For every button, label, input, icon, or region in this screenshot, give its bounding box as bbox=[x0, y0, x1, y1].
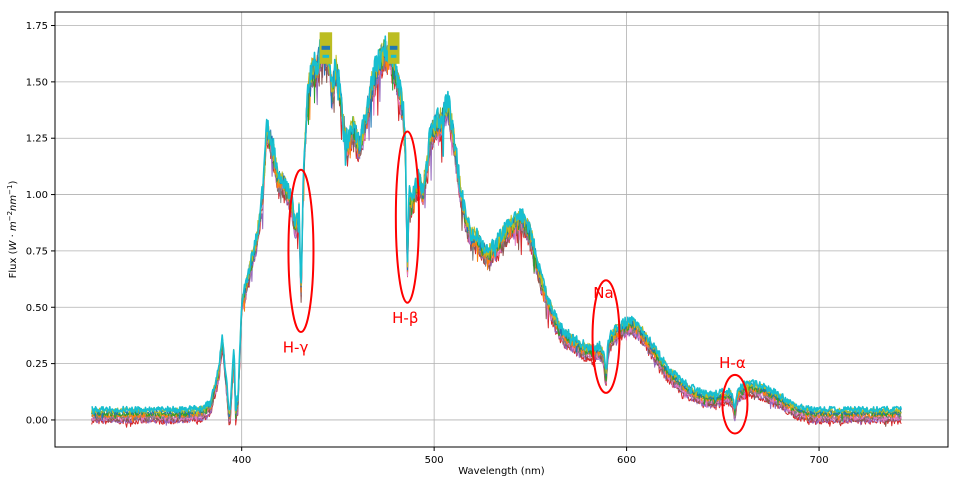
y-axis-label-m-exponent: −2 bbox=[6, 211, 14, 221]
saturated-peak-band bbox=[390, 54, 397, 58]
saturated-peak-band bbox=[389, 45, 398, 50]
y-tick-label: 0.50 bbox=[26, 303, 48, 314]
spectrum-series bbox=[91, 32, 902, 428]
y-axis-label-unit-nm: nm bbox=[8, 195, 19, 211]
y-axis-label-prefix: Flux ( bbox=[8, 250, 19, 278]
y-tick-label: 1.25 bbox=[26, 134, 48, 145]
y-tick-label: 0.25 bbox=[26, 359, 48, 370]
y-axis-label-dot: · bbox=[8, 231, 19, 241]
saturated-peak-band bbox=[321, 45, 331, 50]
y-axis-ticks: 0.00 0.25 0.50 0.75 1.00 1.25 1.50 1.75 bbox=[26, 21, 55, 426]
y-axis-label-unit-m: m bbox=[8, 221, 19, 231]
y-axis-label-suffix: ) bbox=[8, 181, 19, 185]
annotation-ellipse bbox=[721, 373, 749, 435]
annotation-label: H-γ bbox=[283, 338, 309, 356]
x-tick-label: 500 bbox=[425, 455, 444, 466]
y-axis-label-unit-w: W bbox=[8, 239, 19, 250]
y-axis-label-nm-exponent: −1 bbox=[6, 185, 14, 195]
annotation-label: H-β bbox=[392, 309, 418, 327]
y-tick-label: 1.50 bbox=[26, 77, 48, 88]
annotation-ellipse bbox=[394, 130, 420, 304]
saturated-peak-band bbox=[322, 54, 330, 58]
y-tick-label: 0.75 bbox=[26, 246, 48, 257]
spectrum-line bbox=[91, 32, 902, 415]
x-axis-ticks: 400 500 600 700 bbox=[232, 447, 829, 466]
plot-frame bbox=[54, 11, 949, 448]
x-tick-label: 700 bbox=[810, 455, 829, 466]
y-tick-label: 0.00 bbox=[26, 415, 48, 426]
x-tick-label: 600 bbox=[617, 455, 636, 466]
line-annotations: H-γ H-β Na H-α bbox=[283, 130, 749, 435]
y-tick-label: 1.75 bbox=[26, 21, 48, 32]
annotation-label: Na bbox=[593, 284, 613, 302]
annotation-label: H-α bbox=[719, 354, 746, 372]
annotation-ellipse bbox=[287, 168, 315, 334]
y-tick-label: 1.00 bbox=[26, 190, 48, 201]
saturated-peaks bbox=[319, 32, 400, 64]
grid-lines bbox=[55, 12, 948, 447]
x-tick-label: 400 bbox=[232, 455, 251, 466]
annotation-ellipse bbox=[591, 279, 621, 394]
y-axis-label: Flux (W · m−2nm−1) bbox=[6, 181, 19, 279]
x-axis-label: Wavelength (nm) bbox=[458, 466, 544, 477]
